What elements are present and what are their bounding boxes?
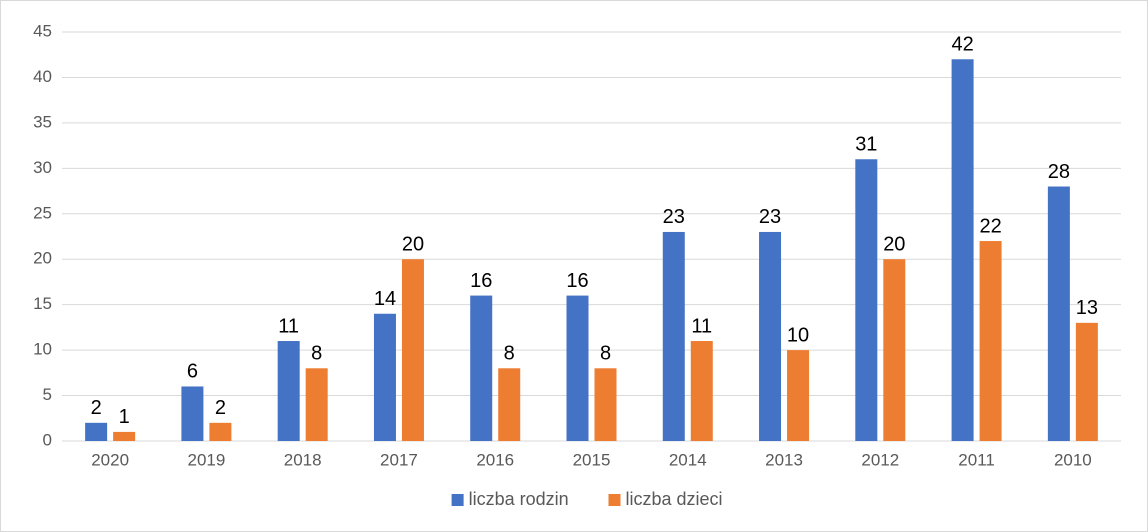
bar xyxy=(1075,322,1098,441)
bar xyxy=(690,341,713,441)
data-label: 2 xyxy=(215,397,226,419)
x-tick-label: 2017 xyxy=(380,450,418,469)
bar xyxy=(566,295,589,441)
data-label: 14 xyxy=(374,288,396,310)
bar xyxy=(401,259,424,441)
bar xyxy=(470,295,493,441)
data-label: 16 xyxy=(470,270,492,292)
x-tick-label: 2015 xyxy=(573,450,611,469)
x-tick-label: 2012 xyxy=(861,450,899,469)
y-tick-label: 15 xyxy=(33,294,52,313)
bar xyxy=(85,422,108,441)
data-label: 8 xyxy=(600,343,611,365)
bar xyxy=(1047,186,1070,441)
x-tick-label: 2011 xyxy=(958,450,995,469)
bar xyxy=(305,368,328,441)
y-tick-label: 5 xyxy=(43,385,52,404)
data-label: 16 xyxy=(566,270,588,292)
bar xyxy=(951,59,974,442)
legend-label: liczba dzieci xyxy=(626,489,723,509)
data-label: 11 xyxy=(278,315,299,337)
y-tick-label: 10 xyxy=(33,340,52,359)
legend-label: liczba rodzin xyxy=(469,489,569,509)
x-tick-label: 2014 xyxy=(669,450,707,469)
y-tick-label: 20 xyxy=(33,249,52,268)
bar xyxy=(277,341,300,441)
x-tick-label: 2010 xyxy=(1054,450,1092,469)
bar xyxy=(594,368,617,441)
bar xyxy=(787,350,810,441)
data-label: 13 xyxy=(1076,297,1098,319)
data-label: 6 xyxy=(187,361,198,383)
bar xyxy=(209,422,232,441)
data-label: 8 xyxy=(504,343,515,365)
y-tick-label: 35 xyxy=(33,112,52,131)
data-label: 1 xyxy=(119,406,130,428)
data-label: 10 xyxy=(787,324,809,346)
x-tick-label: 2013 xyxy=(765,450,803,469)
bar xyxy=(855,159,878,441)
data-label: 28 xyxy=(1048,161,1070,183)
x-tick-label: 2019 xyxy=(187,450,225,469)
data-label: 11 xyxy=(691,315,712,337)
bar xyxy=(498,368,521,441)
legend-swatch xyxy=(608,494,621,506)
y-tick-label: 45 xyxy=(33,21,52,40)
x-tick-label: 2018 xyxy=(284,450,322,469)
y-tick-label: 25 xyxy=(33,203,52,222)
legend-swatch xyxy=(451,494,464,506)
bar xyxy=(373,313,396,441)
data-label: 23 xyxy=(663,206,685,228)
y-tick-label: 30 xyxy=(33,158,52,177)
data-label: 23 xyxy=(759,206,781,228)
data-label: 2 xyxy=(91,397,102,419)
data-label: 20 xyxy=(402,234,424,256)
bar xyxy=(883,259,906,441)
bar xyxy=(979,241,1002,441)
bar xyxy=(759,231,782,441)
x-tick-label: 2016 xyxy=(476,450,514,469)
y-tick-label: 0 xyxy=(43,430,52,449)
y-tick-label: 40 xyxy=(33,67,52,86)
data-label: 31 xyxy=(855,134,877,156)
bar xyxy=(662,231,685,441)
x-tick-label: 2020 xyxy=(91,450,129,469)
data-label: 42 xyxy=(951,34,973,56)
bar xyxy=(113,431,136,441)
bar xyxy=(181,386,204,441)
data-label: 22 xyxy=(979,215,1001,237)
data-label: 20 xyxy=(883,234,905,256)
data-label: 8 xyxy=(311,343,322,365)
